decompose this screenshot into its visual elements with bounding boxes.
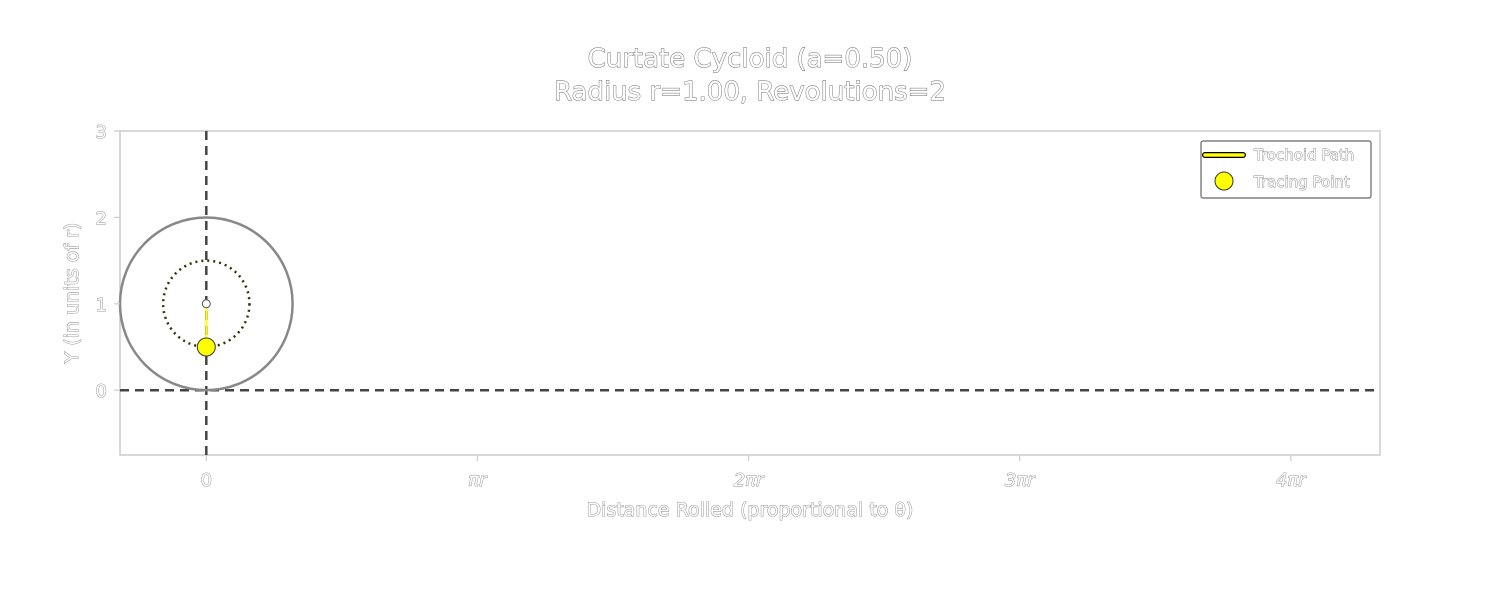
- y-tick-label: 1: [96, 295, 107, 316]
- x-tick-label: πr: [468, 470, 488, 491]
- y-tick-label: 0: [96, 381, 107, 402]
- x-axis-ticks: 0 πr 2πr 3πr 4πr: [200, 455, 1308, 491]
- chart-marks: [196, 299, 216, 357]
- legend: Trochoid Path Tracing Point: [1200, 140, 1372, 199]
- circle-center-dot: [201, 299, 211, 309]
- legend-label-trochoid-path: Trochoid Path: [1253, 146, 1354, 164]
- y-axis-label: Y (in units of r): [61, 223, 83, 365]
- plot-area: [119, 130, 1381, 456]
- chart-subtitle: Radius r=1.00, Revolutions=2: [554, 77, 946, 107]
- x-tick-label: 3πr: [1005, 470, 1036, 491]
- legend-point-swatch: [1214, 171, 1234, 191]
- legend-box: [1200, 140, 1372, 199]
- chart-title: Curtate Cycloid (a=0.50): [588, 44, 913, 74]
- y-axis-ticks: 0 1 2 3: [95, 122, 120, 403]
- x-tick-label: 0: [201, 470, 212, 491]
- guide-lines: [120, 131, 1376, 455]
- tracing-point: [196, 337, 216, 357]
- x-axis-label: Distance Rolled (proportional to θ): [587, 499, 914, 521]
- legend-label-tracing-point: Tracing Point: [1253, 173, 1350, 191]
- rolling-circle: [118, 216, 294, 392]
- y-tick-label: 3: [96, 122, 107, 143]
- y-tick-label: 2: [96, 208, 107, 229]
- x-tick-label: 4πr: [1276, 470, 1307, 491]
- x-tick-label: 2πr: [734, 470, 765, 491]
